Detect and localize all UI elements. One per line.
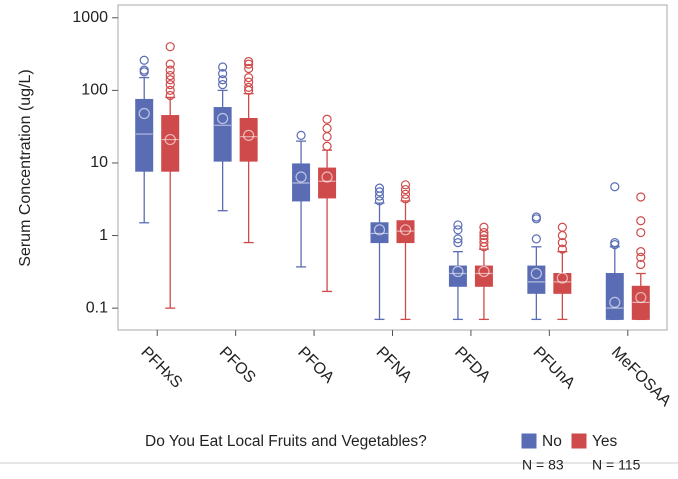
legend-n: N = 115 <box>592 457 641 473</box>
outlier <box>531 214 541 224</box>
legend-swatch <box>521 433 537 449</box>
outlier <box>400 184 411 195</box>
outlier <box>296 130 306 140</box>
outlier <box>479 237 489 248</box>
mean <box>399 224 412 236</box>
mean <box>217 112 229 125</box>
plot-frame <box>117 4 668 331</box>
outlier <box>322 123 332 133</box>
outlier <box>636 216 646 226</box>
outlier <box>453 220 463 230</box>
outlier <box>531 234 541 244</box>
outlier <box>374 191 385 201</box>
outlier <box>557 222 567 232</box>
legend-n: N = 83 <box>522 457 564 473</box>
outlier <box>322 141 332 151</box>
outlier <box>400 180 411 190</box>
outlier <box>218 80 228 90</box>
mean <box>478 265 490 278</box>
x-tick-label: PFDA <box>451 344 493 386</box>
mean <box>321 171 333 183</box>
outlier <box>453 225 463 235</box>
x-tick-label: MeFOSAA <box>608 344 674 410</box>
x-tick-label: PFUnA <box>530 344 579 393</box>
mean <box>295 171 307 183</box>
outlier <box>139 67 149 77</box>
outlier <box>557 230 567 241</box>
outlier <box>165 85 175 95</box>
mean <box>373 224 386 236</box>
y-tick-label: 100 <box>81 82 108 99</box>
box <box>213 107 232 162</box>
outlier <box>244 59 254 69</box>
outlier <box>322 132 332 142</box>
outlier <box>165 75 175 85</box>
outlier <box>636 192 646 202</box>
mean <box>635 291 647 304</box>
outlier <box>400 194 411 204</box>
outlier <box>165 70 175 81</box>
outlier <box>453 237 463 248</box>
outlier <box>636 227 646 238</box>
outlier <box>610 240 620 250</box>
mean <box>452 265 464 278</box>
box <box>135 98 154 172</box>
x-tick-label: PFOS <box>216 344 259 387</box>
outlier <box>374 196 385 206</box>
outlier <box>165 59 175 69</box>
mean <box>609 296 621 308</box>
y-tick-label: 0.1 <box>86 299 108 316</box>
outlier <box>139 55 149 65</box>
box <box>370 222 389 244</box>
outlier <box>374 187 385 197</box>
outlier <box>636 247 646 257</box>
x-tick-label: PFOA <box>294 344 337 387</box>
x-tick-label: PFHxS <box>137 344 185 392</box>
outlier <box>453 234 463 244</box>
outlier <box>244 72 254 83</box>
outlier <box>244 85 254 95</box>
outlier <box>218 75 228 85</box>
mean <box>556 272 568 284</box>
outlier <box>557 244 567 254</box>
legend-label: No <box>542 433 562 450</box>
y-tick-label: 1000 <box>72 9 108 26</box>
legend-title: Do You Eat Local Fruits and Vegetables? <box>145 433 427 450</box>
y-axis-label: Serum Concentration (ug/L) <box>17 69 34 266</box>
outlier <box>244 82 254 92</box>
outlier <box>165 65 175 75</box>
outlier <box>636 259 646 270</box>
outlier <box>557 237 567 248</box>
outlier <box>479 230 489 241</box>
legend-label: Yes <box>592 433 618 450</box>
y-tick-label: 10 <box>90 154 108 171</box>
x-tick-label: PFNA <box>373 344 415 386</box>
outlier <box>400 189 411 199</box>
mean <box>243 129 255 141</box>
mean <box>138 107 150 120</box>
box <box>527 265 546 294</box>
outlier <box>610 182 620 192</box>
legend-swatch <box>571 433 587 449</box>
outlier <box>479 227 489 238</box>
box <box>161 115 180 172</box>
outlier <box>322 114 332 124</box>
outlier <box>165 42 175 52</box>
mean <box>530 267 542 280</box>
outlier <box>244 63 254 74</box>
outlier <box>165 90 175 101</box>
outlier <box>244 56 254 67</box>
outlier <box>479 242 489 252</box>
outlier <box>165 80 175 90</box>
box <box>605 273 624 320</box>
y-tick-label: 1 <box>99 227 108 244</box>
outlier <box>636 252 646 263</box>
outlier <box>531 212 541 222</box>
outlier <box>218 69 228 79</box>
mean <box>164 133 176 146</box>
outlier <box>218 62 228 72</box>
